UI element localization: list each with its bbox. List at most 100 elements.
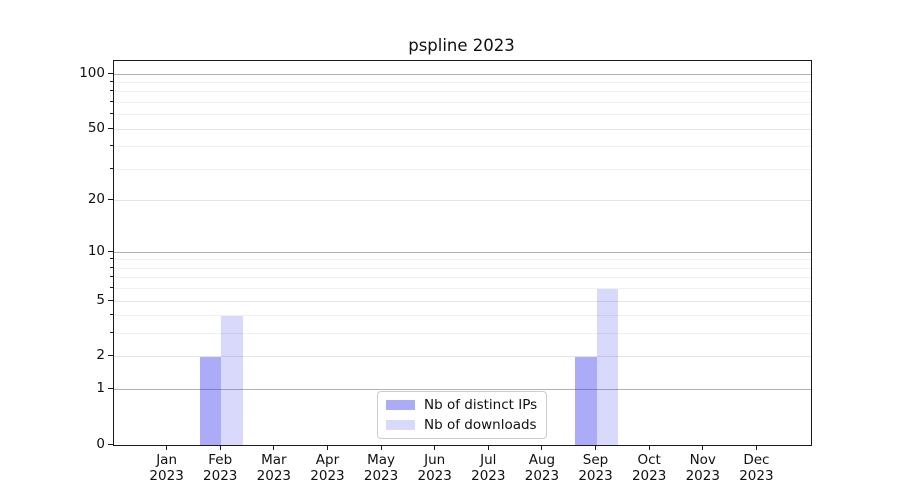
gridline-y-3 xyxy=(114,333,811,335)
y-tick-label-100: 100 xyxy=(79,64,105,81)
x-tick-month-sep: Sep xyxy=(582,452,609,468)
gridline-y-5 xyxy=(114,300,811,302)
gridline-y-90 xyxy=(114,82,811,84)
y-minor-tick-70 xyxy=(110,100,113,102)
x-tick-sep xyxy=(595,445,597,450)
x-tick-month-jun: Jun xyxy=(424,452,446,468)
plot-area xyxy=(113,60,812,446)
x-tick-month-oct: Oct xyxy=(637,452,661,468)
gridline-y-50 xyxy=(114,128,811,130)
y-minor-tick-40 xyxy=(110,145,113,147)
legend: Nb of distinct IPs Nb of downloads xyxy=(377,391,547,439)
x-tick-jun xyxy=(434,445,436,450)
y-tick-20 xyxy=(108,198,113,200)
gridline-y-100 xyxy=(114,73,811,75)
x-tick-month-dec: Dec xyxy=(743,452,770,468)
y-minor-tick-4 xyxy=(110,314,113,316)
x-tick-oct xyxy=(648,445,650,450)
gridline-y-8 xyxy=(114,267,811,269)
legend-swatch-distinct-ips xyxy=(386,400,415,410)
x-tick-month-jul: Jul xyxy=(480,452,497,468)
gridline-y-30 xyxy=(114,168,811,170)
x-tick-label-may: May 2023 xyxy=(353,452,409,484)
y-tick-label-20: 20 xyxy=(87,190,105,207)
legend-item-downloads: Nb of downloads xyxy=(386,417,537,433)
x-tick-year-oct: 2023 xyxy=(631,468,667,484)
x-tick-label-jun: Jun 2023 xyxy=(407,452,463,484)
y-minor-tick-30 xyxy=(110,167,113,169)
x-tick-year-jan: 2023 xyxy=(149,468,184,484)
y-minor-tick-6 xyxy=(110,287,113,289)
x-tick-label-jan: Jan 2023 xyxy=(139,452,195,484)
y-minor-tick-90 xyxy=(110,81,113,83)
x-tick-month-may: May xyxy=(367,452,396,468)
x-tick-jul xyxy=(487,445,489,450)
x-tick-month-jan: Jan xyxy=(156,452,178,468)
bar-nb-of-distinct-ips-sep xyxy=(575,356,597,445)
gridline-y-80 xyxy=(114,91,811,93)
x-tick-label-feb: Feb 2023 xyxy=(192,452,248,484)
y-tick-1 xyxy=(108,387,113,389)
gridline-y-1 xyxy=(114,388,811,390)
y-tick-label-50: 50 xyxy=(87,119,105,136)
legend-label-downloads: Nb of downloads xyxy=(424,417,537,433)
gridline-y-40 xyxy=(114,146,811,148)
x-tick-jan xyxy=(166,445,168,450)
y-tick-50 xyxy=(108,127,113,129)
bar-nb-of-downloads-sep xyxy=(596,288,618,445)
x-tick-month-feb: Feb xyxy=(208,452,233,468)
bar-nb-of-distinct-ips-feb xyxy=(199,356,222,445)
x-tick-mar xyxy=(273,445,275,450)
y-tick-10 xyxy=(108,250,113,252)
x-tick-apr xyxy=(326,445,328,450)
y-minor-tick-8 xyxy=(110,266,113,268)
x-tick-year-feb: 2023 xyxy=(203,468,238,484)
x-tick-month-mar: Mar xyxy=(261,452,287,468)
x-tick-label-sep: Sep 2023 xyxy=(568,452,624,484)
x-tick-label-nov: Nov 2023 xyxy=(675,452,731,484)
legend-label-distinct-ips: Nb of distinct IPs xyxy=(424,397,538,413)
x-tick-may xyxy=(380,445,382,450)
y-minor-tick-7 xyxy=(110,276,113,278)
x-tick-month-nov: Nov xyxy=(689,452,716,468)
gridline-y-9 xyxy=(114,259,811,261)
y-tick-label-2: 2 xyxy=(96,347,105,364)
x-tick-label-dec: Dec 2023 xyxy=(728,452,784,484)
legend-swatch-downloads xyxy=(386,420,415,430)
y-tick-label-10: 10 xyxy=(87,242,105,259)
y-tick-label-1: 1 xyxy=(96,379,105,396)
x-tick-year-sep: 2023 xyxy=(578,468,613,484)
chart-title: pspline 2023 xyxy=(408,36,515,55)
gridline-y-10 xyxy=(114,251,811,253)
gridline-y-7 xyxy=(114,277,811,279)
gridline-y-60 xyxy=(114,114,811,116)
y-tick-0 xyxy=(108,443,113,445)
x-tick-year-jul: 2023 xyxy=(471,468,506,484)
y-minor-tick-3 xyxy=(110,332,113,334)
x-tick-year-mar: 2023 xyxy=(256,468,292,484)
x-tick-label-apr: Apr 2023 xyxy=(299,452,355,484)
y-tick-5 xyxy=(108,299,113,301)
x-tick-year-aug: 2023 xyxy=(524,468,560,484)
y-tick-2 xyxy=(108,355,113,357)
gridline-y-70 xyxy=(114,101,811,103)
x-tick-month-aug: Aug xyxy=(528,452,556,468)
x-tick-year-nov: 2023 xyxy=(685,468,720,484)
x-tick-month-apr: Apr xyxy=(315,452,340,468)
x-tick-year-dec: 2023 xyxy=(739,468,774,484)
y-minor-tick-9 xyxy=(110,258,113,260)
gridline-y-4 xyxy=(114,315,811,317)
x-tick-aug xyxy=(541,445,543,450)
y-minor-tick-80 xyxy=(110,90,113,92)
y-minor-tick-60 xyxy=(110,113,113,115)
bar-nb-of-downloads-feb xyxy=(221,315,243,445)
x-tick-label-mar: Mar 2023 xyxy=(246,452,302,484)
x-tick-year-may: 2023 xyxy=(363,468,399,484)
x-tick-label-oct: Oct 2023 xyxy=(621,452,677,484)
x-tick-feb xyxy=(219,445,221,450)
gridline-y-2 xyxy=(114,356,811,358)
x-tick-year-apr: 2023 xyxy=(310,468,345,484)
x-tick-nov xyxy=(702,445,704,450)
legend-item-distinct-ips: Nb of distinct IPs xyxy=(386,397,538,413)
